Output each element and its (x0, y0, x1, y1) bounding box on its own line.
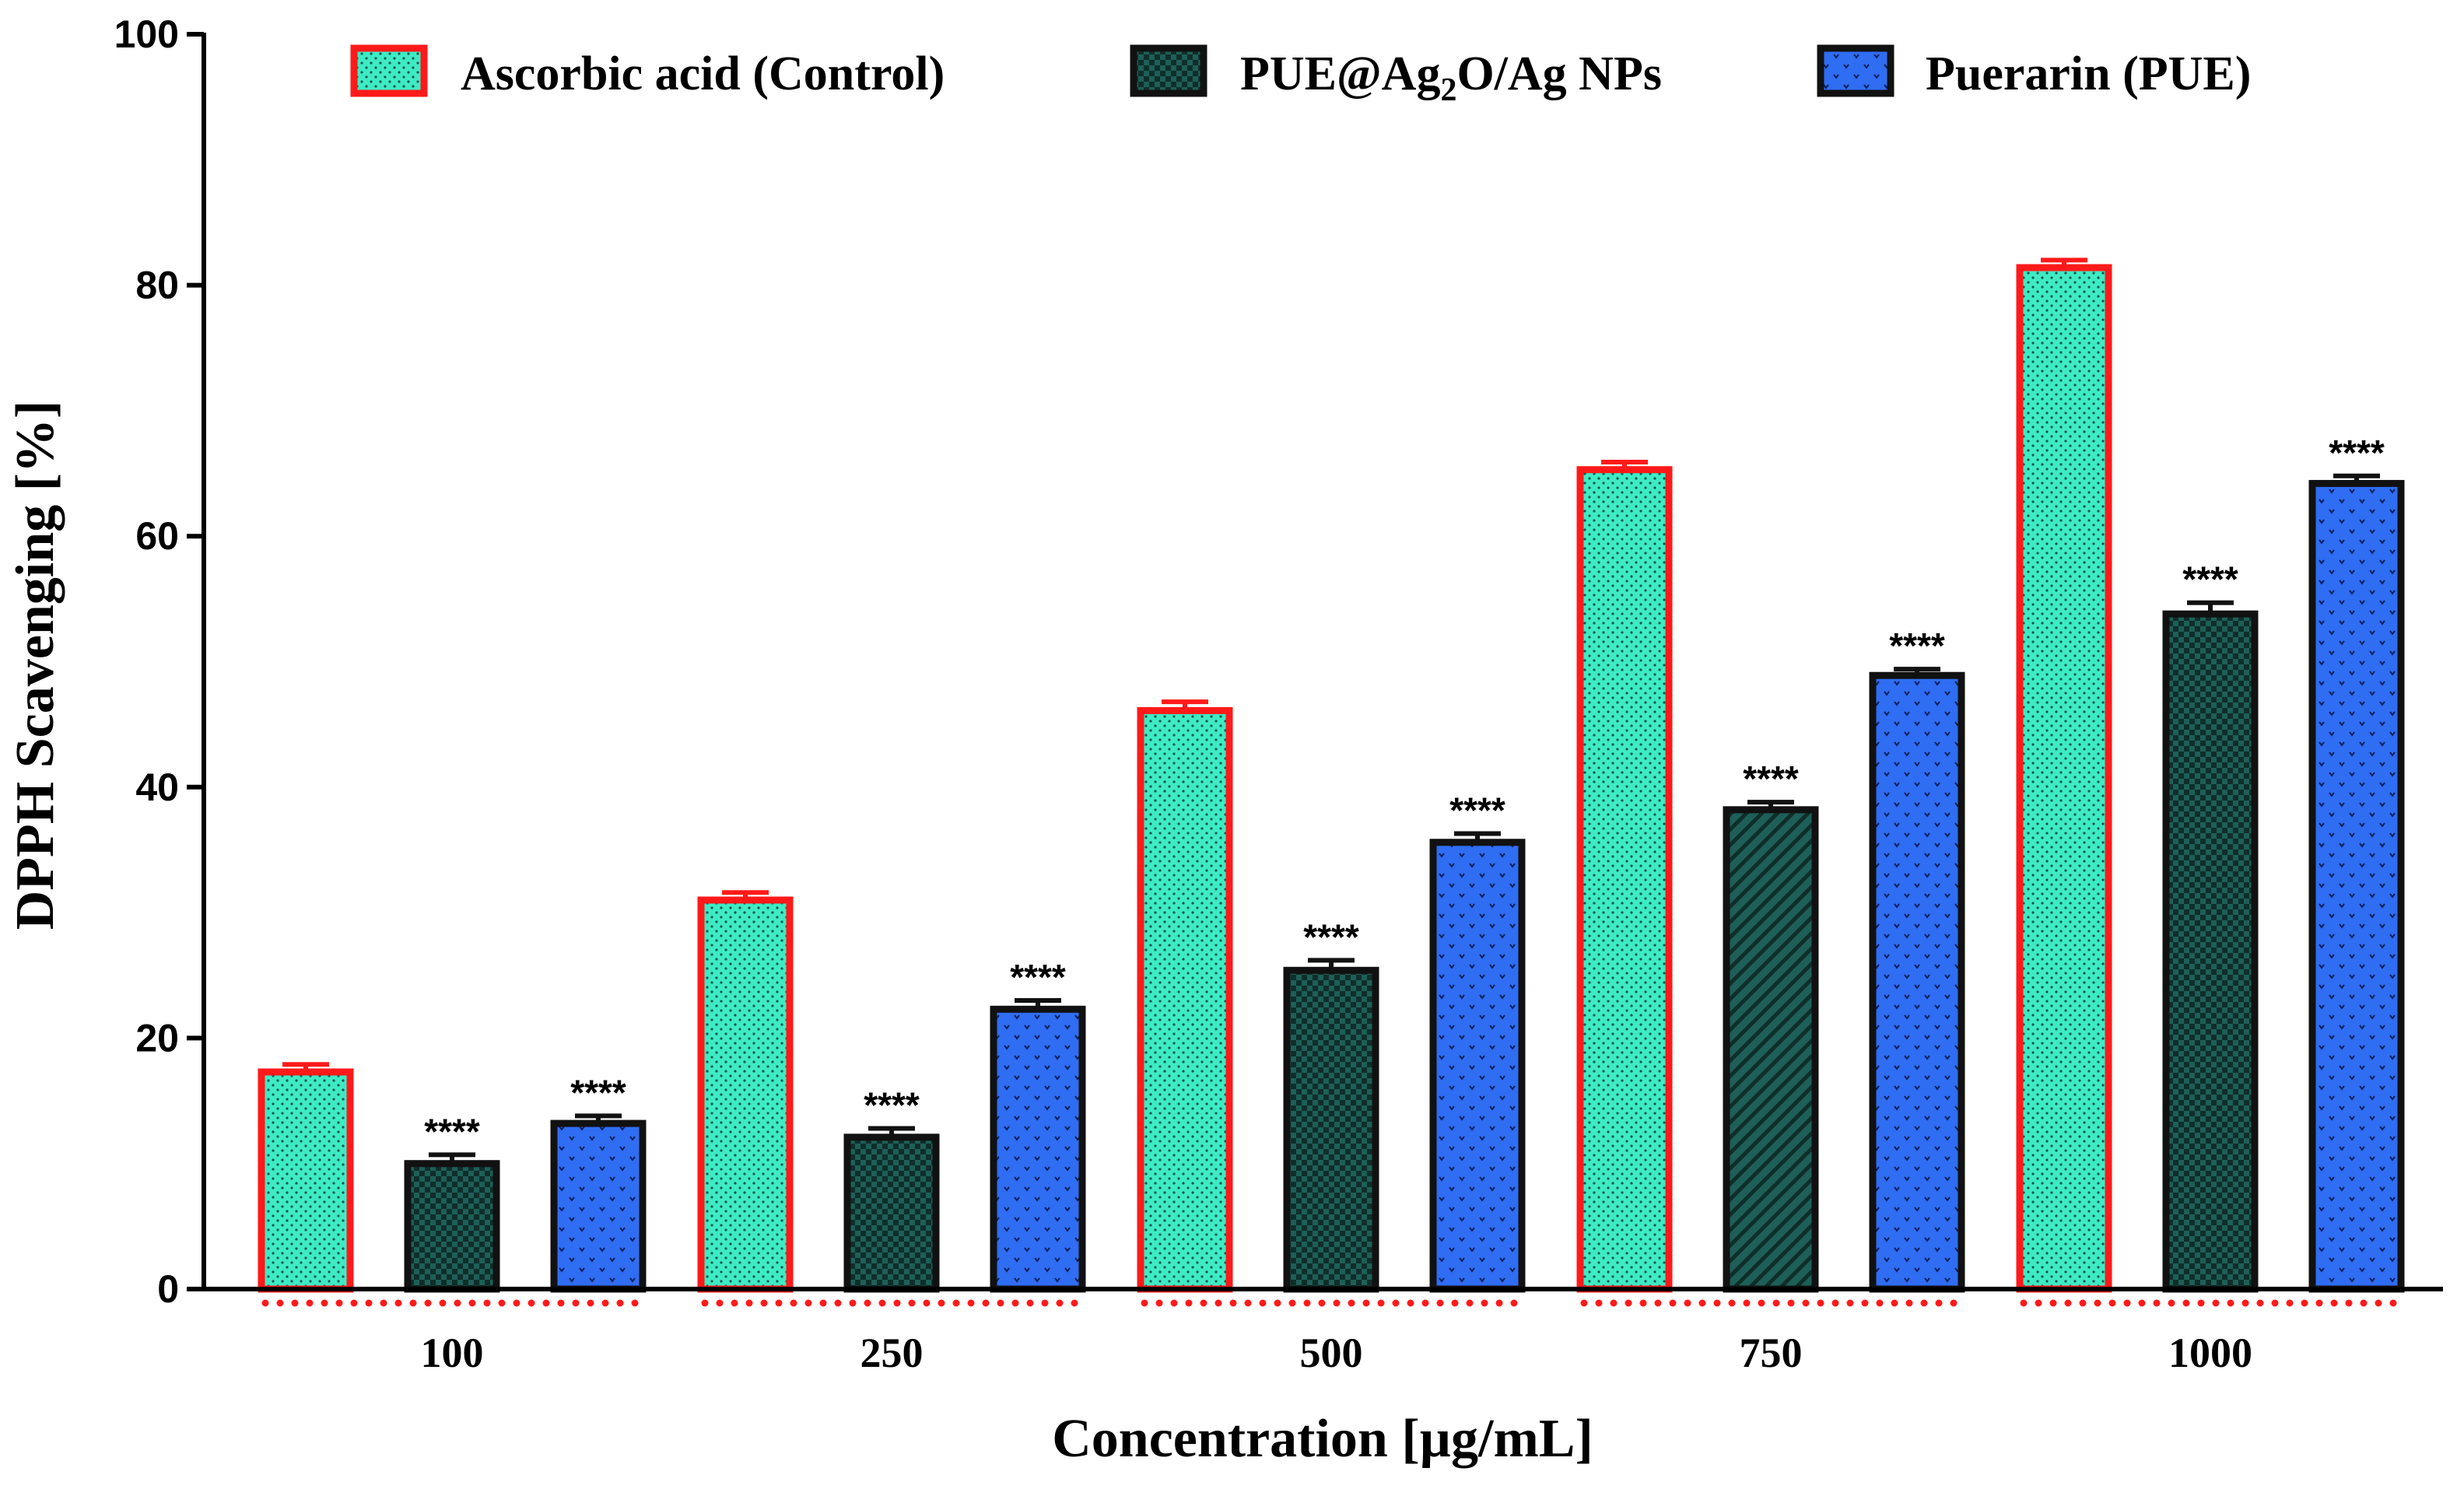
significance-label: **** (570, 1072, 626, 1112)
y-axis: 0 20 40 60 80 100 (114, 12, 206, 1311)
significance-label: **** (1010, 957, 1066, 997)
legend: Ascorbic acid (Control) PUE@Ag2O/Ag NPs Pu… (350, 44, 2251, 108)
y-tick-label: 0 (157, 1267, 179, 1311)
bar-series-3-100 (550, 1119, 647, 1293)
bar-series-2-250 (843, 1133, 940, 1293)
y-tick-label: 100 (114, 12, 179, 56)
bar-series-1-250 (697, 896, 794, 1293)
bar-series-3-1000 (2308, 479, 2405, 1293)
bar-series-2-100 (404, 1160, 500, 1293)
legend-swatch (1130, 44, 1207, 97)
y-tick-label: 80 (135, 264, 179, 307)
y-tick-label: 60 (135, 514, 179, 558)
x-axis: 100 250 500 750 1000 (202, 1287, 2443, 1376)
bar-series-1-1000 (2016, 264, 2112, 1293)
x-tick-label: 1000 (2168, 1330, 2252, 1376)
y-tick-label: 20 (135, 1016, 179, 1060)
bar-series-3-750 (1869, 671, 1965, 1293)
legend-swatch (350, 44, 428, 97)
y-tick-label: 40 (135, 766, 179, 809)
legend-label: PUE@Ag2O/Ag NPs (1240, 47, 1662, 108)
x-axis-title: Concentration [µg/mL] (1052, 1409, 1593, 1469)
x-tick-label: 750 (1740, 1330, 1803, 1376)
legend-item-3: Puerarin (PUE) (1817, 44, 2251, 100)
bar-series-1-500 (1137, 706, 1233, 1293)
x-tick-label: 100 (421, 1330, 484, 1376)
bars-group: **** **** **** **** **** **** **** **** **** **** (258, 258, 2405, 1293)
legend-label: Ascorbic acid (Control) (461, 47, 945, 100)
significance-label: **** (424, 1111, 480, 1151)
significance-label: **** (864, 1085, 920, 1126)
significance-label: **** (1743, 759, 1799, 799)
significance-label: **** (2329, 433, 2385, 473)
bar-series-1-750 (1576, 466, 1673, 1293)
legend-label: Puerarin (PUE) (1926, 47, 2251, 100)
bar-series-3-250 (990, 1005, 1086, 1293)
legend-swatch (1817, 44, 1894, 97)
significance-label: **** (1303, 916, 1359, 957)
bar-series-2-750 (1723, 806, 1819, 1293)
legend-item-2: PUE@Ag2O/Ag NPs (1130, 44, 1662, 108)
legend-item-1: Ascorbic acid (Control) (350, 44, 945, 100)
significance-label: **** (1889, 625, 1945, 666)
bar-series-2-1000 (2162, 610, 2259, 1293)
significance-label: **** (2182, 559, 2238, 600)
bar-series-1-100 (258, 1068, 354, 1293)
bar-series-2-500 (1283, 966, 1379, 1293)
bar-series-3-500 (1429, 839, 1526, 1293)
significance-label: **** (1449, 790, 1505, 830)
x-tick-label: 250 (860, 1330, 924, 1376)
y-axis-title: DPPH Scavenging [%] (5, 401, 65, 930)
x-tick-label: 500 (1300, 1330, 1363, 1376)
